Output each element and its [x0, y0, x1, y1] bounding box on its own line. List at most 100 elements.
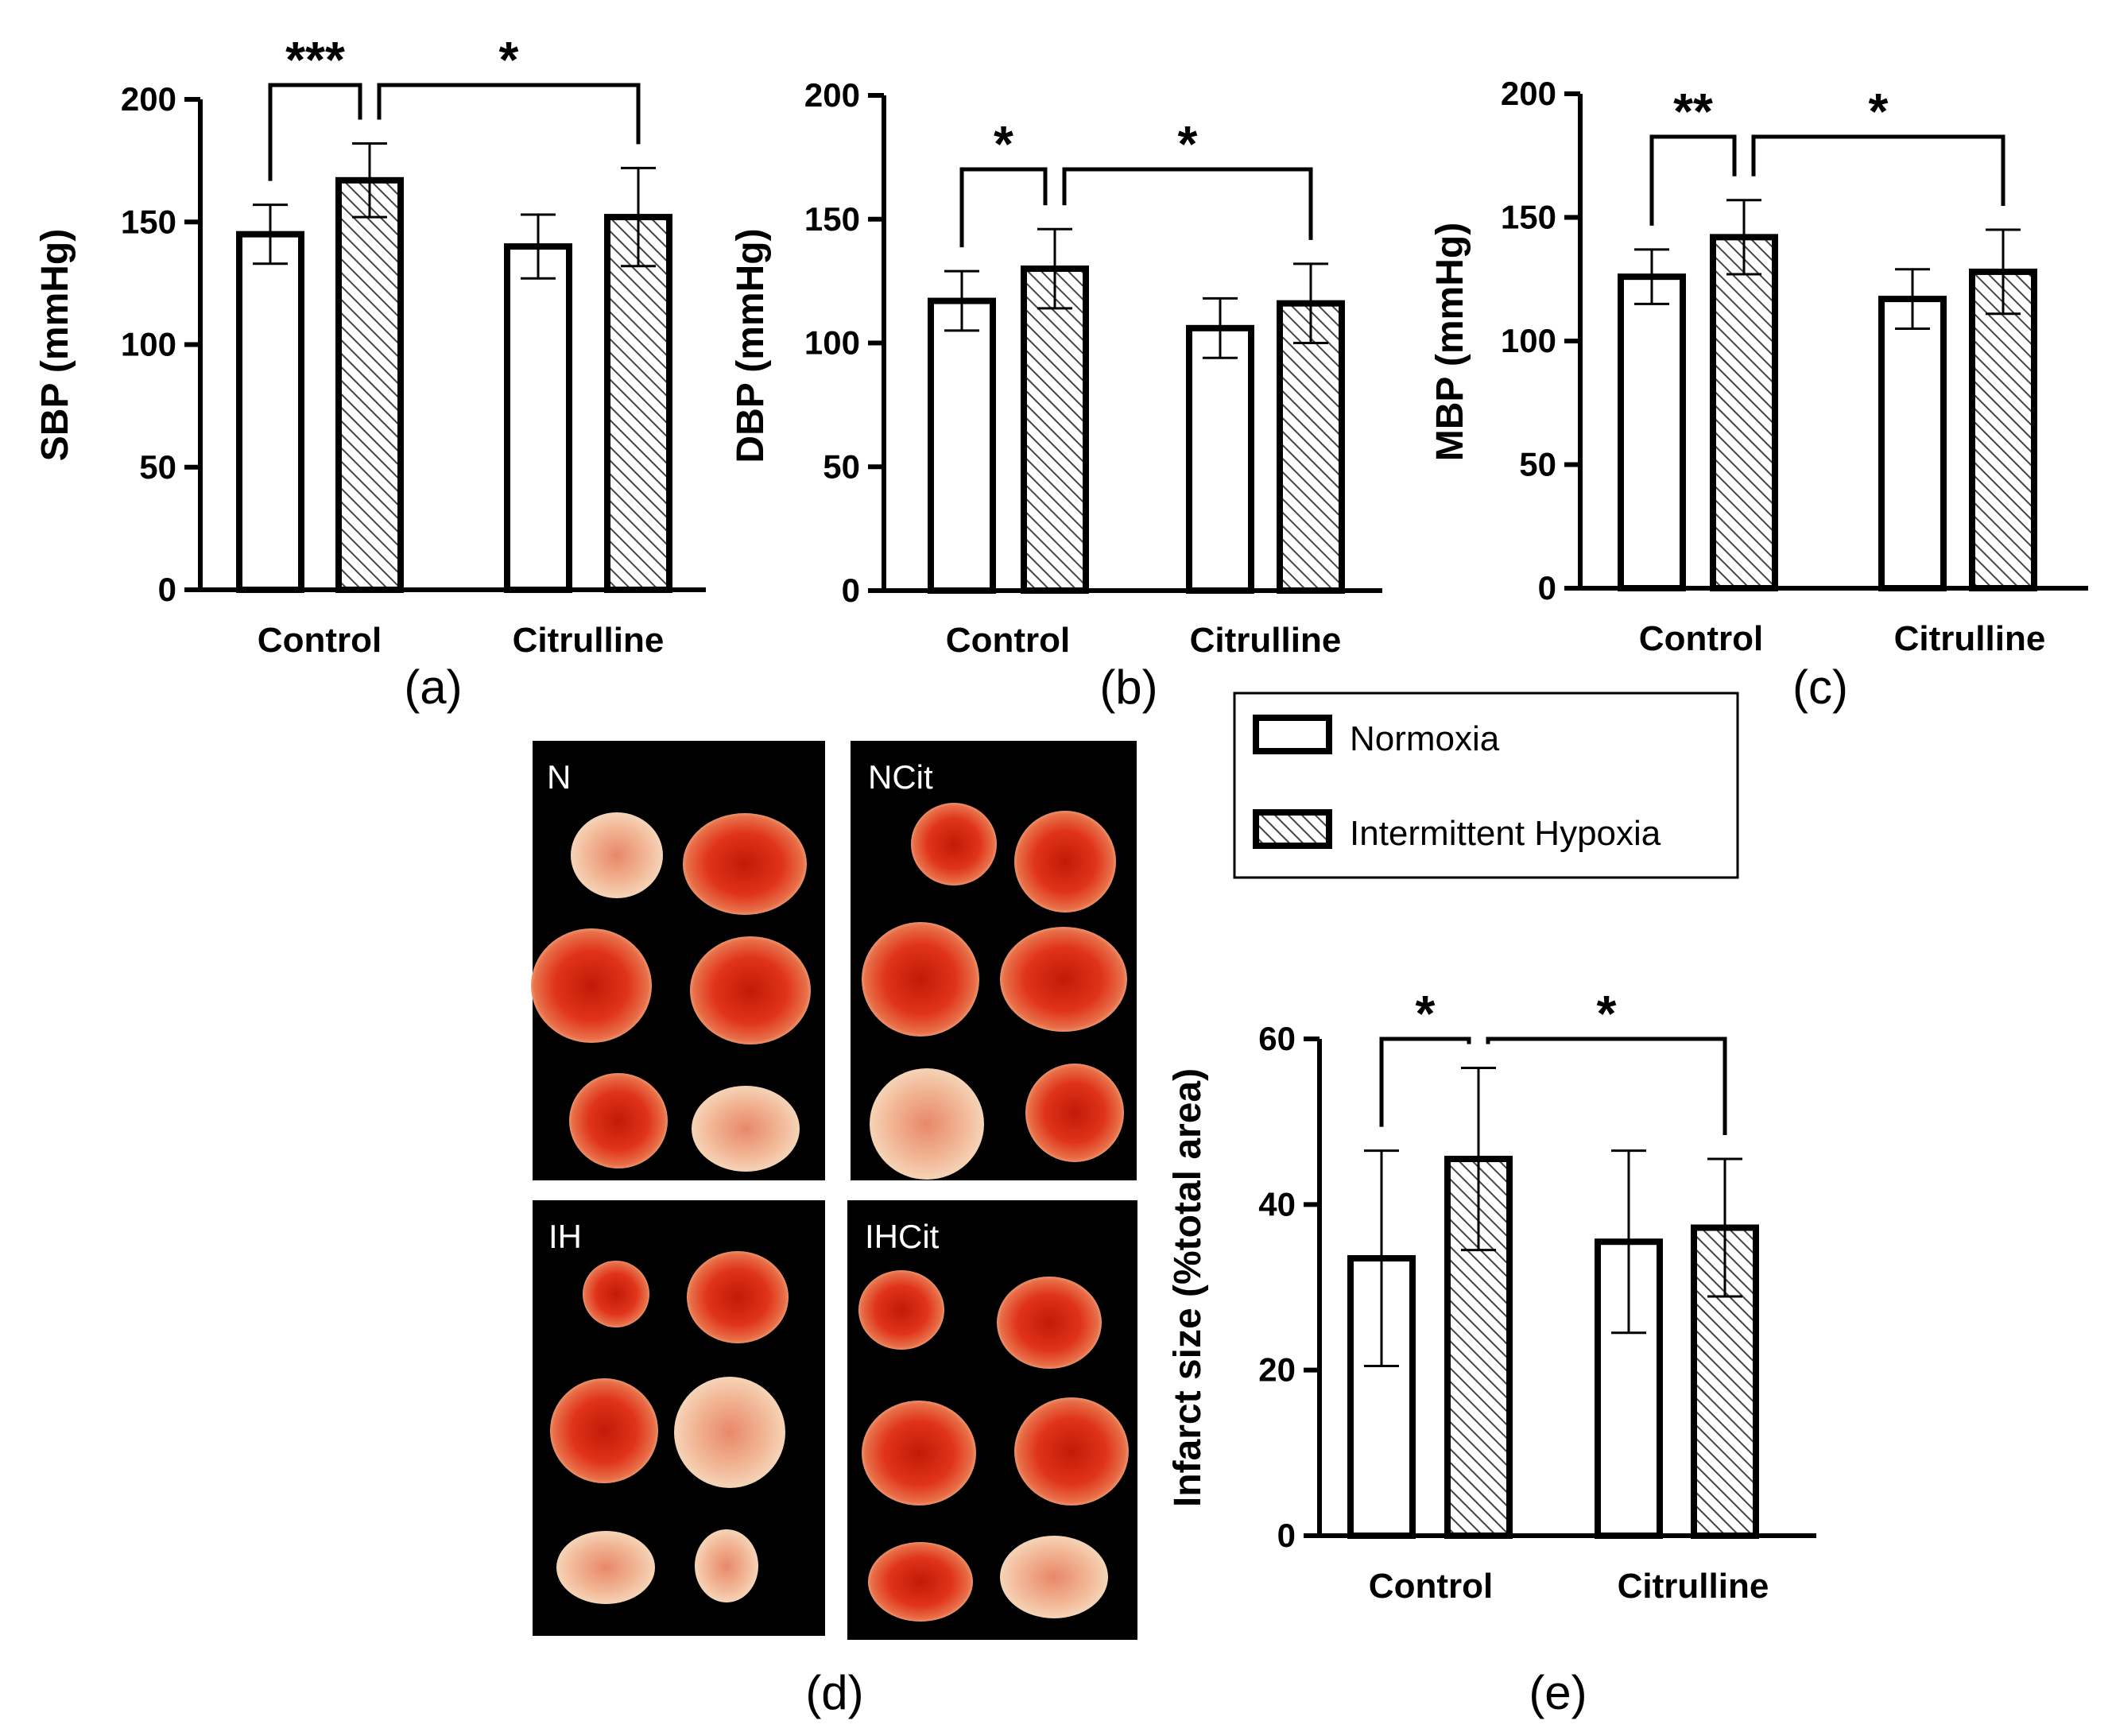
- legend: Normoxia Intermittent Hypoxia: [1233, 692, 1739, 879]
- photo-label-ih: IH: [548, 1218, 582, 1255]
- significance-bracket: [1486, 1037, 1727, 1136]
- photo-label-ihcit: IHCit: [865, 1218, 940, 1255]
- y-tick-label: 0: [842, 572, 860, 609]
- photo-ih: IH: [533, 1200, 825, 1636]
- heart-slice: [868, 1542, 973, 1622]
- y-axis-title: DBP (mmHg): [730, 228, 772, 463]
- heart-slice: [556, 1531, 655, 1604]
- heart-slice: [583, 1261, 649, 1327]
- heart-slice: [695, 1529, 758, 1602]
- photo-n: N: [531, 741, 825, 1180]
- significance-bracket: [268, 83, 362, 181]
- heart-slice: [870, 1068, 984, 1180]
- legend-swatch-intermittent-hypoxia: [1253, 809, 1332, 849]
- y-tick-label: 150: [1501, 199, 1556, 236]
- photo-ncit: NCit: [851, 741, 1137, 1180]
- legend-label-intermittent-hypoxia: Intermittent Hypoxia: [1350, 814, 1661, 853]
- heart-slice: [911, 803, 997, 885]
- panel-label-e: (e): [1529, 1666, 1587, 1719]
- heart-slice: [862, 1401, 976, 1505]
- x-category-label: Control: [1639, 619, 1763, 658]
- heart-slice: [674, 1377, 785, 1488]
- x-category-label: Citrulline: [1894, 619, 2046, 658]
- y-tick-label: 0: [1277, 1517, 1296, 1554]
- heart-slice: [1025, 1064, 1124, 1162]
- significance-bracket: [959, 167, 1048, 248]
- significance-label: *: [1869, 83, 1889, 140]
- significance-label: *: [1178, 115, 1198, 172]
- x-category-label: Control: [946, 621, 1070, 660]
- heart-slice: [1014, 811, 1116, 913]
- significance-label: *: [499, 31, 519, 88]
- heart-slice: [997, 1277, 1102, 1369]
- bar-normoxia: [1618, 273, 1686, 591]
- y-tick-label: 100: [804, 324, 860, 362]
- significance-bracket: [1062, 167, 1313, 240]
- y-tick-label: 40: [1258, 1185, 1296, 1223]
- heart-slice: [1000, 1536, 1108, 1618]
- bar-normoxia: [1878, 296, 1947, 591]
- panel-label-a: (a): [404, 661, 462, 714]
- chart-dbp: 0 50 100 150 200 DBP (mmHg) Control Citrulline *…: [730, 76, 1382, 714]
- y-axis-title: Infarct size (%total area): [1167, 1068, 1209, 1507]
- y-axis-title: MBP (mmHg): [1429, 223, 1471, 461]
- legend-swatch-normoxia: [1253, 715, 1332, 754]
- heart-slice: [1014, 1397, 1129, 1505]
- heart-slice: [683, 813, 807, 915]
- bar-intermittent-hypoxia: [604, 214, 672, 593]
- y-tick-label: 50: [823, 448, 860, 485]
- y-tick-label: 100: [121, 326, 176, 363]
- x-category-label: Control: [1369, 1567, 1493, 1606]
- y-tick-label: 50: [139, 448, 176, 486]
- y-tick-label: 0: [158, 571, 176, 608]
- heart-slice: [550, 1378, 658, 1483]
- heart-slice: [569, 1073, 668, 1168]
- heart-slice: [531, 928, 652, 1043]
- significance-label: ***: [285, 31, 345, 88]
- bar-intermittent-hypoxia: [1277, 300, 1345, 594]
- bar-intermittent-hypoxia: [1021, 265, 1089, 594]
- panel-label-b: (b): [1099, 661, 1157, 714]
- bar-normoxia: [236, 231, 304, 593]
- y-axis-title: SBP (mmHg): [34, 229, 76, 461]
- significance-label: *: [1597, 985, 1617, 1042]
- heart-slice: [1000, 927, 1127, 1032]
- heart-slice: [858, 1270, 944, 1350]
- bar-intermittent-hypoxia: [1969, 268, 2037, 591]
- chart-sbp: 0 50 100 150 200 SBP (mmHg) Control Citrulline *…: [34, 31, 706, 714]
- heart-slice: [571, 812, 663, 898]
- x-category-label: Control: [258, 621, 382, 660]
- y-tick-label: 20: [1258, 1351, 1296, 1389]
- significance-bracket: [1379, 1037, 1471, 1127]
- chart-mbp: 0 50 100 150 200 MBP (mmHg) Control Citrulline *…: [1429, 75, 2088, 714]
- y-tick-label: 100: [1501, 322, 1556, 359]
- x-category-label: Citrulline: [1190, 621, 1342, 660]
- y-tick-label: 150: [804, 200, 860, 238]
- y-tick-label: 0: [1538, 569, 1556, 606]
- heart-slice: [690, 936, 811, 1044]
- bar-normoxia: [928, 297, 996, 594]
- significance-label: *: [1416, 985, 1436, 1042]
- heart-slice: [692, 1086, 800, 1172]
- x-category-label: Citrulline: [513, 621, 665, 660]
- photo-label-n: N: [547, 758, 571, 796]
- significance-label: **: [1673, 83, 1713, 140]
- panel-label-d: (d): [805, 1666, 863, 1719]
- heart-slice: [687, 1251, 789, 1343]
- y-tick-label: 150: [121, 203, 176, 240]
- significance-bracket: [1649, 134, 1737, 226]
- bar-normoxia: [504, 243, 572, 593]
- photo-panel: N NCit IH: [531, 741, 1137, 1719]
- photo-label-ncit: NCit: [868, 758, 933, 796]
- panel-label-c: (c): [1792, 661, 1848, 714]
- heart-slice: [862, 922, 979, 1037]
- y-tick-label: 50: [1519, 446, 1556, 483]
- y-tick-label: 60: [1258, 1020, 1296, 1057]
- photo-ihcit: IHCit: [847, 1200, 1137, 1640]
- chart-infarct-size: 0 20 40 60 Infarct size (%total area) Control…: [1167, 985, 1816, 1719]
- significance-bracket: [1751, 134, 2005, 207]
- bar-normoxia: [1186, 324, 1254, 594]
- significance-bracket: [377, 83, 641, 145]
